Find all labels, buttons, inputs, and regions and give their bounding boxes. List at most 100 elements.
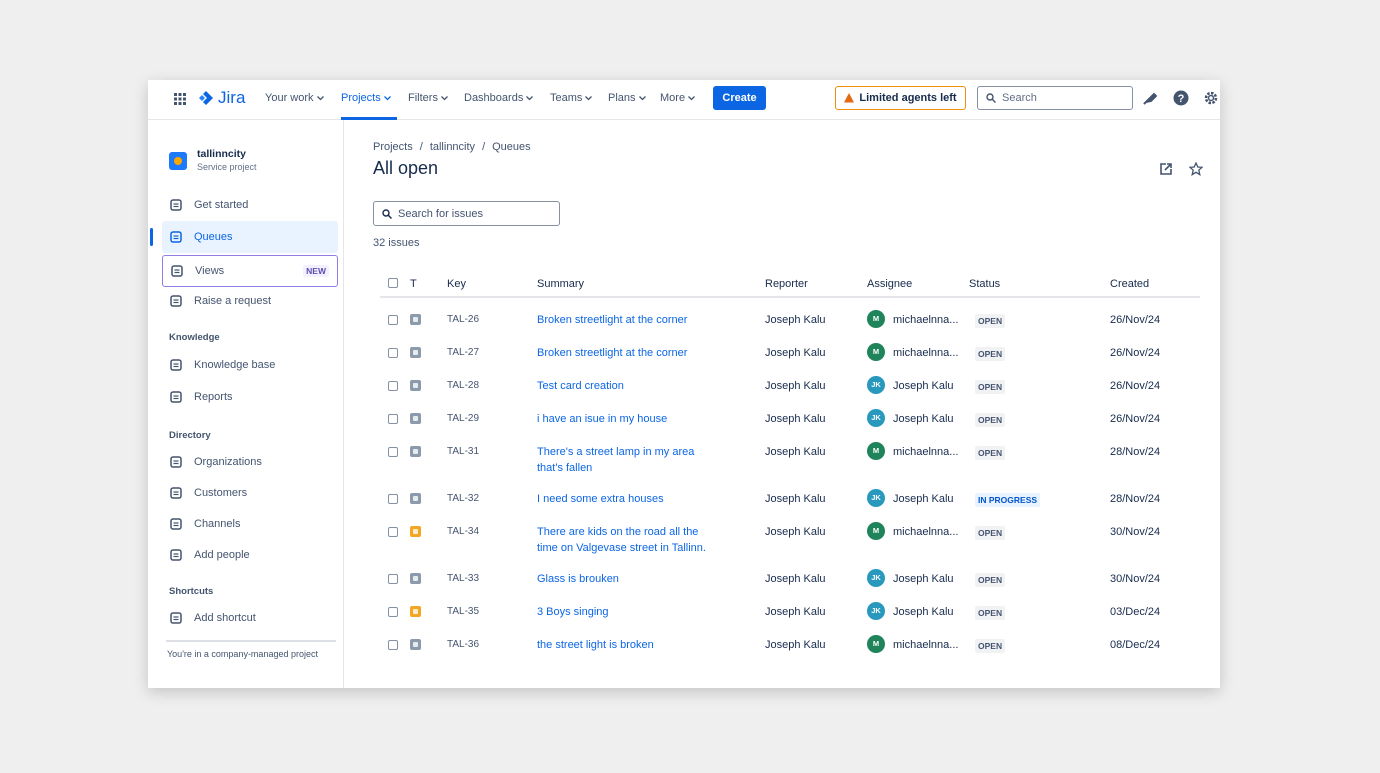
checkbox[interactable] xyxy=(388,381,398,391)
issue-summary[interactable]: There's a street lamp in my area that's … xyxy=(537,446,695,474)
nav-item[interactable]: Teams xyxy=(550,92,593,104)
sidebar-item[interactable]: Customers xyxy=(162,477,338,509)
column-header[interactable]: Status xyxy=(969,272,1110,298)
checkbox[interactable] xyxy=(388,527,398,537)
issue-summary[interactable]: Test card creation xyxy=(537,380,624,392)
checkbox[interactable] xyxy=(388,277,398,288)
cell: 30/Nov/24 xyxy=(1110,563,1200,596)
share-icon[interactable] xyxy=(1159,162,1173,176)
sidebar-item[interactable]: Raise a request xyxy=(162,285,338,317)
cell xyxy=(380,516,410,563)
issue-key[interactable]: TAL-32 xyxy=(447,493,480,504)
column-header[interactable]: Created xyxy=(1110,272,1200,298)
issue-key[interactable]: TAL-31 xyxy=(447,446,480,457)
column-header[interactable]: Assignee xyxy=(867,272,969,298)
created-date: 28/Nov/24 xyxy=(1110,493,1161,505)
cell: TAL-27 xyxy=(447,337,537,370)
avatar: M xyxy=(867,310,885,329)
assignee: JK Joseph Kalu xyxy=(867,376,969,395)
column-header[interactable]: T xyxy=(410,272,447,298)
logo-text[interactable]: Jira xyxy=(218,88,246,107)
issue-key[interactable]: TAL-34 xyxy=(447,526,480,537)
item-icon xyxy=(170,295,182,307)
cell xyxy=(410,516,447,563)
checkbox[interactable] xyxy=(388,640,398,650)
nav-item[interactable]: More xyxy=(660,92,696,104)
sidebar-item[interactable]: Organizations xyxy=(162,446,338,478)
issue-summary[interactable]: Broken streetlight at the corner xyxy=(537,314,688,326)
sidebar-item[interactable]: Reports xyxy=(162,381,338,413)
issue-row: TAL-28 Test card creation Joseph Kalu JK Jos… xyxy=(380,370,1200,403)
status-badge: OPEN xyxy=(975,526,1006,540)
nav-item[interactable]: Projects xyxy=(341,92,391,104)
breadcrumb[interactable]: Projects xyxy=(373,141,413,153)
issue-key[interactable]: TAL-28 xyxy=(447,380,480,391)
issue-summary[interactable]: the street light is broken xyxy=(537,639,654,651)
issue-key[interactable]: TAL-35 xyxy=(447,606,480,617)
sidebar-item[interactable]: Add shortcut xyxy=(162,602,338,634)
settings-icon[interactable] xyxy=(1203,90,1219,106)
issue-summary[interactable]: Glass is brouken xyxy=(537,573,619,585)
sidebar-section-title: Directory xyxy=(169,430,211,441)
search-box[interactable]: Search xyxy=(977,86,1133,110)
nav-item[interactable]: Filters xyxy=(408,92,448,104)
issue-summary[interactable]: I need some extra houses xyxy=(537,493,664,505)
limited-agents-button[interactable]: Limited agents left xyxy=(835,86,966,110)
reporter: Joseph Kalu xyxy=(765,446,826,458)
issue-row: TAL-31 There's a street lamp in my area t… xyxy=(380,436,1200,483)
avatar: M xyxy=(867,343,885,362)
sidebar-divider xyxy=(166,640,336,642)
issue-key[interactable]: TAL-36 xyxy=(447,639,480,650)
checkbox[interactable] xyxy=(388,315,398,325)
cell: Broken streetlight at the corner xyxy=(537,337,765,370)
issue-count: 32 issues xyxy=(373,237,420,249)
sidebar-item[interactable]: Get started xyxy=(162,189,338,221)
breadcrumb[interactable]: Queues xyxy=(492,141,531,153)
sidebar-item[interactable]: Knowledge base xyxy=(162,349,338,381)
issue-key[interactable]: TAL-29 xyxy=(447,413,480,424)
checkbox[interactable] xyxy=(388,348,398,358)
issue-search[interactable]: Search for issues xyxy=(373,201,560,226)
checkbox[interactable] xyxy=(388,447,398,457)
assignee: JK Joseph Kalu xyxy=(867,409,969,428)
nav-item[interactable]: Dashboards xyxy=(464,92,534,104)
app-switcher[interactable] xyxy=(174,93,186,105)
checkbox[interactable] xyxy=(388,414,398,424)
sidebar-item[interactable]: Add people xyxy=(162,539,338,571)
create-button[interactable]: Create xyxy=(713,86,766,110)
issue-summary[interactable]: 3 Boys singing xyxy=(537,606,609,618)
reporter: Joseph Kalu xyxy=(765,606,826,618)
assignee-name: Joseph Kalu xyxy=(893,493,954,505)
notifications-icon[interactable] xyxy=(1143,91,1157,105)
cell: TAL-34 xyxy=(447,516,537,563)
star-icon[interactable] xyxy=(1189,162,1203,176)
cell: TAL-36 xyxy=(447,629,537,662)
checkbox[interactable] xyxy=(388,574,398,584)
nav-item[interactable]: Your work xyxy=(265,92,324,104)
issue-summary[interactable]: There are kids on the road all the time … xyxy=(537,526,706,554)
breadcrumb[interactable]: tallinncity xyxy=(429,141,476,153)
issue-summary[interactable]: Broken streetlight at the corner xyxy=(537,347,688,359)
issue-key[interactable]: TAL-26 xyxy=(447,314,480,325)
help-icon[interactable]: ? xyxy=(1173,90,1189,106)
issue-key[interactable]: TAL-27 xyxy=(447,347,480,358)
sidebar-item[interactable]: Channels xyxy=(162,508,338,540)
project-type: Service project xyxy=(197,162,257,172)
cell: i have an isue in my house xyxy=(537,403,765,436)
issue-key[interactable]: TAL-33 xyxy=(447,573,480,584)
checkbox[interactable] xyxy=(388,607,398,617)
project-name[interactable]: tallinncity xyxy=(197,148,247,160)
created-date: 30/Nov/24 xyxy=(1110,573,1161,585)
sidebar-item[interactable]: Queues xyxy=(150,221,338,253)
sidebar-item[interactable]: Views NEW xyxy=(162,255,338,287)
item-icon xyxy=(170,612,182,624)
column-header[interactable]: Key xyxy=(447,272,537,298)
nav-item[interactable]: Plans xyxy=(608,92,646,104)
header-cell xyxy=(380,272,410,298)
column-header[interactable]: Summary xyxy=(537,272,765,298)
cell: the street light is broken xyxy=(537,629,765,662)
issue-summary[interactable]: i have an isue in my house xyxy=(537,413,668,425)
cell: 3 Boys singing xyxy=(537,596,765,629)
column-header[interactable]: Reporter xyxy=(765,272,867,298)
checkbox[interactable] xyxy=(388,494,398,504)
